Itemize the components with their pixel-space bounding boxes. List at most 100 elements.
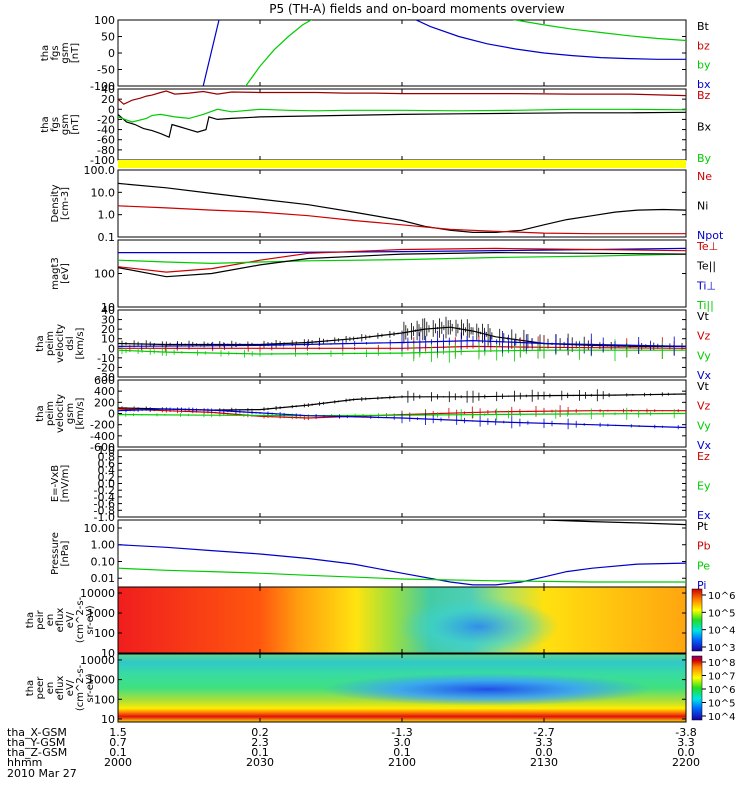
series-group bbox=[118, 389, 686, 430]
y-tick-label: 10 bbox=[101, 647, 115, 660]
series-group bbox=[202, 20, 686, 86]
y-tick-label: -200 bbox=[90, 419, 115, 432]
y-tick-label: 0.6 bbox=[98, 457, 116, 470]
y-tick-label: 10000 bbox=[80, 654, 115, 667]
y-tick-label: 0.10 bbox=[91, 555, 116, 568]
series-pe bbox=[118, 567, 686, 583]
legend-entry: Ti⊥ bbox=[696, 279, 716, 292]
orbit-row-value: 2130 bbox=[530, 756, 558, 769]
orbit-row-value: -1.3 bbox=[391, 726, 412, 739]
y-tick-label: 10 bbox=[101, 333, 115, 346]
legend-entry: Te⊥ bbox=[696, 240, 718, 253]
y-tick-label: 0.2 bbox=[98, 471, 116, 484]
y-axis-label: tha bbox=[35, 335, 46, 351]
series-ne bbox=[118, 205, 686, 235]
y-axis-label: peim bbox=[45, 401, 56, 426]
peer-low-flux-region bbox=[322, 673, 653, 706]
legend-entry: Vt bbox=[697, 310, 710, 323]
orbit-row-value: 3.0 bbox=[393, 736, 411, 749]
legend-entry: Pb bbox=[697, 540, 711, 553]
legend-entry: Ex bbox=[697, 509, 711, 522]
orbit-row-label: tha_X-GSM bbox=[7, 726, 67, 739]
y-axis-label: eV/ bbox=[65, 679, 76, 696]
panel-density: 100.0 10.0 1.0 0.1 Density [cm-3] Ne Ni Npot bbox=[50, 164, 724, 244]
colorbar-label: 10^3 bbox=[708, 643, 735, 654]
y-tick-label: 600 bbox=[94, 374, 115, 387]
y-tick-label: 100 bbox=[94, 14, 115, 27]
series-te bbox=[118, 247, 686, 273]
series-ti bbox=[118, 253, 686, 265]
series-ni bbox=[118, 182, 686, 233]
y-axis-label: (cm^2-s- bbox=[75, 596, 86, 643]
y-tick-label: 1000 bbox=[87, 607, 115, 620]
y-tick-label: 0 bbox=[108, 103, 115, 116]
legend-entry: bx bbox=[697, 78, 711, 91]
series-noise bbox=[118, 407, 679, 430]
y-tick-label: 50 bbox=[101, 31, 115, 44]
y-axis-label: velocity bbox=[55, 394, 66, 433]
series-group bbox=[118, 247, 686, 278]
legend-entry: Ez bbox=[697, 450, 710, 463]
panel-frame bbox=[117, 449, 687, 518]
panel-temp: 100 10 magt3 [eV] Te⊥ Te|| Ti⊥ Ti|| bbox=[50, 239, 718, 314]
y-tick-label: -100 bbox=[90, 80, 115, 93]
orbit-row-value: 0.2 bbox=[251, 726, 269, 739]
colorbar-label: 10^4 bbox=[708, 712, 735, 723]
orbit-row-value: 2200 bbox=[672, 756, 700, 769]
panel-peir-spec: 10000 1000 100 10 tha peir en eflux eV/(cm^2-s-s… bbox=[25, 586, 735, 660]
y-tick-label: 400 bbox=[94, 385, 115, 398]
legend-entry: Te|| bbox=[696, 260, 716, 273]
orbit-row-value: -2.7 bbox=[533, 726, 554, 739]
y-tick-label: 30 bbox=[101, 314, 115, 327]
series-group bbox=[118, 316, 686, 363]
legend-entry: Vy bbox=[697, 419, 711, 432]
legend-entry: Vz bbox=[697, 330, 711, 343]
y-axis-label: gsm bbox=[60, 42, 71, 63]
yellow-status-bar bbox=[118, 160, 686, 168]
y-axis-label: fgs bbox=[50, 117, 61, 132]
y-axis-label: [eV] bbox=[60, 263, 71, 284]
y-tick-label: 200 bbox=[94, 396, 115, 409]
y-tick-label: 0.4 bbox=[98, 464, 116, 477]
orbit-table: tha_X-GSM 1.5 0.2 -1.3 -2.7 -3.8 tha_Y-GSM 0.7 2… bbox=[7, 726, 700, 769]
y-axis-label: [cm-3] bbox=[60, 187, 71, 220]
series-group bbox=[118, 90, 686, 139]
panel-frame bbox=[117, 169, 687, 238]
y-axis-label: gsm bbox=[60, 114, 71, 135]
y-axis-label: Pressure bbox=[50, 532, 61, 575]
y-tick-label: 20 bbox=[101, 323, 115, 336]
legend-entry: Npot bbox=[697, 229, 724, 242]
y-tick-label: -60 bbox=[97, 134, 115, 147]
y-tick-label: -1.0 bbox=[94, 511, 115, 524]
y-axis-label: tha bbox=[35, 405, 46, 421]
legend-entry: Ey bbox=[697, 480, 711, 493]
orbit-row-value: 0.7 bbox=[109, 736, 127, 749]
legend-entry: Pt bbox=[697, 520, 709, 533]
panel-peer-spec: 10000 1000 100 10 tha peer en eflux eV/(cm^2-s-s… bbox=[25, 653, 735, 726]
panel-frame bbox=[117, 519, 687, 588]
y-tick-label: -30 bbox=[97, 371, 115, 384]
y-tick-label: 100.0 bbox=[84, 164, 116, 177]
series-te bbox=[118, 251, 686, 278]
date-label: 2010 Mar 27 bbox=[7, 767, 77, 780]
y-axis-label: tha bbox=[40, 45, 51, 61]
y-tick-label: 0 bbox=[108, 342, 115, 355]
y-tick-label: 10.0 bbox=[91, 186, 116, 199]
legend-entry: Bt bbox=[697, 20, 710, 33]
y-axis-label: (cm^2-s- bbox=[75, 664, 86, 711]
series-pt bbox=[543, 520, 686, 526]
orbit-row-value: 3.3 bbox=[677, 736, 695, 749]
orbit-row-value: 0.1 bbox=[251, 746, 269, 759]
y-axis-label: Density bbox=[50, 184, 61, 222]
legend-entry: Bx bbox=[697, 121, 712, 134]
y-axis-label: tha bbox=[40, 116, 51, 132]
legend-entry: Pe bbox=[697, 559, 710, 572]
legend-entry: Vz bbox=[697, 400, 711, 413]
panel-fgs: 100 50 0 -50 -100 tha fgs gsm [nT] Bt bz by bx bbox=[40, 14, 711, 93]
y-tick-label: 10000 bbox=[80, 587, 115, 600]
panel-frame bbox=[117, 88, 687, 161]
y-tick-label: -40 bbox=[97, 124, 115, 137]
